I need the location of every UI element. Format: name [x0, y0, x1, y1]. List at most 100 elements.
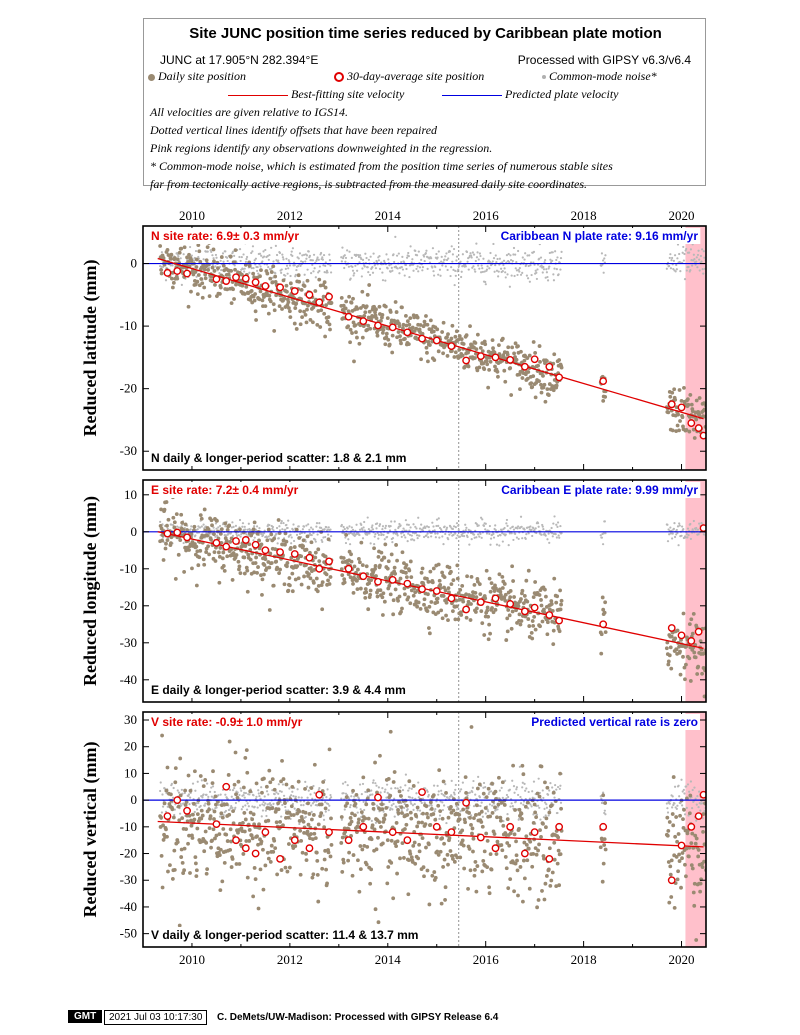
daily-point	[441, 817, 445, 821]
common-mode-point	[509, 254, 511, 256]
daily-point	[194, 874, 198, 878]
common-mode-point	[678, 522, 680, 524]
daily-point	[229, 269, 233, 273]
common-mode-point	[472, 265, 474, 267]
daily-point	[670, 635, 674, 639]
daily-point	[474, 595, 478, 599]
common-mode-point	[239, 519, 241, 521]
daily-point	[267, 294, 271, 298]
daily-point	[413, 862, 417, 866]
daily-point	[399, 577, 403, 581]
y-tick-label: -10	[120, 561, 137, 576]
daily-point	[191, 813, 195, 817]
daily-point	[178, 757, 182, 761]
daily-point	[349, 328, 353, 332]
daily-point	[359, 587, 363, 591]
daily-point	[212, 817, 216, 821]
daily-point	[238, 564, 242, 568]
common-mode-point	[392, 803, 394, 805]
common-mode-point	[690, 538, 692, 540]
common-mode-point	[385, 797, 387, 799]
daily-point	[683, 677, 687, 681]
daily-point	[693, 436, 697, 440]
common-mode-point	[679, 524, 681, 526]
daily-point	[284, 866, 288, 870]
daily-point	[514, 839, 518, 843]
daily-point	[367, 817, 371, 821]
common-mode-point	[418, 535, 420, 537]
common-mode-point	[552, 251, 554, 253]
common-mode-point	[673, 802, 675, 804]
scatter-label: N daily & longer-period scatter: 1.8 & 2…	[151, 451, 406, 465]
common-mode-point	[161, 793, 163, 795]
daily-point	[207, 552, 211, 556]
common-mode-point	[209, 791, 211, 793]
common-mode-point	[197, 781, 199, 783]
common-mode-point	[506, 519, 508, 521]
common-mode-point	[214, 265, 216, 267]
common-mode-point	[542, 271, 544, 273]
daily-point	[285, 540, 289, 544]
daily-point	[688, 393, 692, 397]
daily-point	[603, 600, 607, 604]
common-mode-point	[552, 273, 554, 275]
daily-point	[213, 269, 217, 273]
daily-point	[237, 780, 241, 784]
daily-point	[360, 290, 364, 294]
daily-point	[530, 865, 534, 869]
daily-point	[169, 253, 173, 257]
daily-point	[267, 769, 271, 773]
daily-point	[484, 806, 488, 810]
daily-point	[478, 783, 482, 787]
common-mode-point	[681, 525, 683, 527]
daily-point	[401, 550, 405, 554]
daily-point	[397, 330, 401, 334]
daily-point	[695, 672, 699, 676]
daily-point	[193, 818, 197, 822]
common-mode-point	[672, 533, 674, 535]
daily-point	[494, 790, 498, 794]
common-mode-point	[365, 257, 367, 259]
common-mode-point	[690, 248, 692, 250]
common-mode-point	[257, 789, 259, 791]
daily-point	[524, 805, 528, 809]
daily-point	[694, 655, 698, 659]
daily-point	[272, 584, 276, 588]
daily-point	[353, 813, 357, 817]
common-mode-point	[471, 256, 473, 258]
common-mode-point	[444, 533, 446, 535]
common-mode-point	[476, 256, 478, 258]
daily-point	[491, 338, 495, 342]
common-mode-point	[364, 253, 366, 255]
daily-point	[458, 856, 462, 860]
daily-point	[254, 309, 258, 313]
average-point	[233, 274, 239, 280]
average-point	[174, 529, 180, 535]
daily-point	[164, 827, 168, 831]
daily-point	[313, 289, 317, 293]
common-mode-point	[696, 804, 698, 806]
daily-point	[293, 306, 297, 310]
daily-point	[388, 794, 392, 798]
common-mode-point	[457, 525, 459, 527]
daily-point	[692, 612, 696, 616]
daily-point	[278, 568, 282, 572]
common-mode-point	[355, 524, 357, 526]
common-mode-point	[555, 259, 557, 261]
common-mode-point	[452, 253, 454, 255]
daily-point	[166, 538, 170, 542]
daily-point	[384, 806, 388, 810]
daily-point	[403, 592, 407, 596]
daily-point	[479, 820, 483, 824]
common-mode-point	[240, 260, 242, 262]
daily-point	[451, 324, 455, 328]
daily-point	[363, 817, 367, 821]
common-mode-point	[427, 533, 429, 535]
daily-point	[486, 615, 490, 619]
common-mode-point	[391, 270, 393, 272]
daily-point	[269, 860, 273, 864]
daily-point	[554, 601, 558, 605]
daily-point	[695, 399, 699, 403]
common-mode-point	[417, 517, 419, 519]
daily-point	[376, 836, 380, 840]
